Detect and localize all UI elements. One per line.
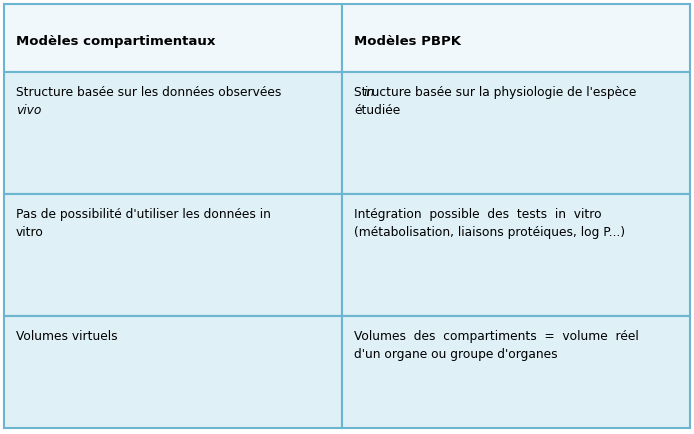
Text: étudiée: étudiée	[354, 104, 400, 117]
Text: Structure basée sur la physiologie de l'espèce: Structure basée sur la physiologie de l'…	[354, 86, 636, 99]
Text: Intégration  possible  des  tests  in  vitro: Intégration possible des tests in vitro	[354, 208, 602, 221]
Text: (métabolisation, liaisons protéiques, log P...): (métabolisation, liaisons protéiques, lo…	[354, 226, 625, 239]
Bar	[342, 4, 690, 72]
Text: Structure basée sur les données observées: Structure basée sur les données observée…	[16, 86, 285, 99]
Text: Volumes virtuels: Volumes virtuels	[16, 330, 117, 343]
Bar	[342, 72, 690, 194]
Bar	[4, 194, 342, 316]
Text: vivo: vivo	[16, 104, 42, 117]
Text: Pas de possibilité d'utiliser les données in: Pas de possibilité d'utiliser les donnée…	[16, 208, 271, 221]
Bar	[342, 194, 690, 316]
Bar	[4, 4, 342, 72]
Text: vitro: vitro	[16, 226, 44, 239]
Text: in: in	[364, 86, 375, 99]
Text: Volumes  des  compartiments  =  volume  réel: Volumes des compartiments = volume réel	[354, 330, 639, 343]
Text: Modèles PBPK: Modèles PBPK	[354, 35, 462, 48]
Bar	[342, 316, 690, 428]
Bar	[4, 316, 342, 428]
Text: Modèles compartimentaux: Modèles compartimentaux	[16, 35, 215, 48]
Text: d'un organe ou groupe d'organes: d'un organe ou groupe d'organes	[354, 348, 558, 361]
Bar	[4, 72, 342, 194]
